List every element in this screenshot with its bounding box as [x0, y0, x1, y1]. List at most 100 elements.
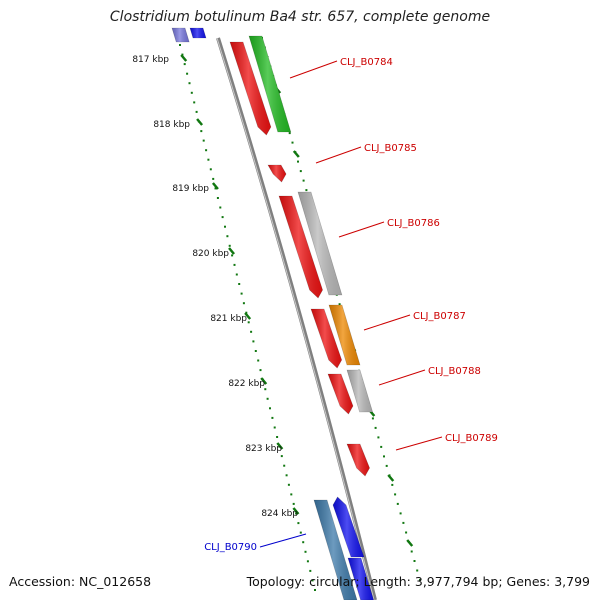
inner-guide-dot [271, 416, 274, 419]
gene-clj-b0789-shade [347, 444, 370, 476]
inner-guide-dot [193, 101, 196, 104]
inner-guide-dot [240, 292, 243, 295]
gene-label-clj-b0787[interactable]: CLJ_B0787 [413, 311, 466, 322]
scale-tick-label: 821 kbp [210, 314, 247, 324]
label-leaders [259, 60, 443, 548]
scale-tick-mark [180, 54, 188, 62]
inner-guide-dot [285, 474, 288, 477]
scale-tick-mark [276, 442, 284, 450]
genome-title: Clostridium botulinum Ba4 str. 657, comp… [109, 9, 491, 25]
inner-guide-dot [233, 263, 236, 266]
inner-guide-dot [250, 330, 253, 333]
dotted-guides [179, 37, 421, 591]
gene-label-clj-b0790[interactable]: CLJ_B0790 [204, 542, 257, 553]
inner-guide-dot [292, 502, 295, 505]
inner-guide-dot [264, 388, 267, 391]
inner-guide-dot [231, 254, 234, 257]
outer-guide-dot [383, 455, 385, 458]
inner-guide-dot [280, 455, 283, 458]
inner-guide-dot [290, 493, 293, 496]
scale-tick-labels: 817 kbp 818 kbp 819 kbp 820 kbp 821 kbp … [132, 55, 298, 519]
inner-guide-dot [188, 82, 191, 85]
inner-guide-dot [224, 225, 226, 228]
gene-gray-0788-shade [347, 370, 373, 412]
gene-label-clj-b0785[interactable]: CLJ_B0785 [364, 143, 417, 154]
outer-guide-dot [413, 560, 416, 562]
inner-guide-dot [304, 550, 307, 553]
gene-clj-b0790-shade [314, 500, 357, 600]
gene-purple-top-shade [172, 28, 190, 42]
outer-guide-dot [410, 550, 413, 553]
outer-guide-dot [377, 436, 380, 439]
gene-green-0784-shade [249, 36, 291, 132]
inner-guide-dot [235, 273, 238, 276]
outer-guide-dot [419, 579, 421, 581]
gene-gray-0786-shade [298, 192, 342, 295]
outer-tick-mark [406, 539, 414, 547]
inner-guide-dot [214, 187, 217, 190]
inner-guide-dot [269, 407, 271, 410]
scale-tick-label: 817 kbp [132, 55, 169, 65]
outer-guide-dot [291, 141, 294, 144]
backbone [216, 37, 377, 600]
outer-tick-mark [292, 150, 300, 158]
outer-guide-dot [297, 160, 299, 163]
scale-tick-label: 822 kbp [228, 379, 265, 389]
outer-guide-dot [396, 502, 399, 505]
scale-tick-label: 824 kbp [261, 509, 298, 519]
outer-guide-dot [405, 531, 408, 534]
label-leader-line [315, 146, 362, 164]
inner-guide-dot [216, 197, 219, 199]
inner-guide-dot [254, 350, 257, 352]
outer-guide-dot [416, 569, 419, 572]
inner-guide-dot [179, 44, 181, 46]
gene-blue-bottom-shade [348, 558, 374, 600]
gene-label-clj-b0784[interactable]: CLJ_B0784 [340, 57, 393, 68]
inner-guide-dot [183, 63, 186, 66]
gene-features [171, 27, 374, 600]
inner-guide-dot [306, 560, 309, 563]
accession-text: Accession: NC_012658 [9, 574, 152, 589]
gene-clj-b0786-shade [279, 196, 323, 298]
label-leader-line [395, 436, 443, 451]
outer-guide-dot [302, 179, 305, 182]
gene-label-clj-b0786[interactable]: CLJ_B0786 [387, 218, 440, 229]
scale-tick-mark [196, 118, 204, 126]
outer-guide-dot [371, 417, 374, 420]
inner-guide-dot [276, 436, 279, 438]
inner-guide-dot [209, 168, 212, 171]
scale-tick-mark [228, 247, 235, 255]
outer-guide-dot [374, 426, 377, 429]
backbone-highlight [216, 37, 375, 600]
outer-tick-mark [387, 474, 395, 482]
gene-blue-0790-shade [333, 497, 364, 557]
inner-guide-dot [242, 302, 245, 305]
gene-clj-b0784-shade [230, 42, 271, 135]
inner-guide-dot [287, 483, 290, 486]
inner-guide-dot [297, 522, 300, 525]
gene-label-clj-b0789[interactable]: CLJ_B0789 [445, 433, 498, 444]
scale-tick-label: 823 kbp [245, 444, 282, 454]
label-leader-line [289, 60, 338, 79]
scale-tick-mark [260, 377, 268, 385]
inner-guide-dot [299, 531, 302, 534]
outer-guide-dot [380, 445, 383, 448]
gene-clj-b0787-shade [311, 309, 342, 368]
inner-guide-dot [283, 464, 286, 467]
label-leader-line [338, 221, 385, 238]
label-leader-line [378, 369, 426, 386]
inner-guide-dot [266, 397, 269, 400]
inner-guide-dot [190, 91, 193, 94]
inner-guide-dot [302, 541, 305, 544]
backbone-line [216, 37, 377, 600]
scale-tick-label: 819 kbp [172, 184, 209, 194]
label-leader-line [363, 314, 411, 331]
gene-label-clj-b0788[interactable]: CLJ_B0788 [428, 366, 481, 377]
inner-guide-dot [219, 206, 222, 209]
outer-guide-dot [385, 464, 388, 467]
inner-guide-dot [273, 426, 276, 429]
gene-labels: CLJ_B0784 CLJ_B0785 CLJ_B0786 CLJ_B0787 … [204, 57, 498, 553]
outer-guide-dot [299, 170, 302, 173]
scale-tick-label: 818 kbp [153, 120, 190, 130]
